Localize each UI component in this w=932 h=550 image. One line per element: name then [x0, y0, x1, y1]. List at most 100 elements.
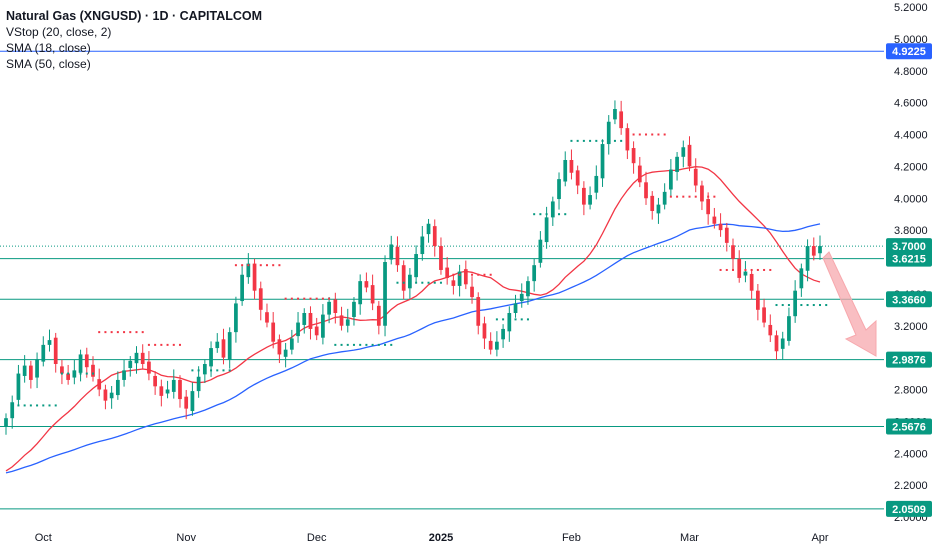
level-tag	[886, 291, 932, 308]
vstop-dot	[36, 404, 39, 407]
candle-body	[333, 299, 338, 313]
candle-body	[550, 201, 555, 218]
candle-body	[134, 352, 139, 364]
candle-body	[594, 175, 599, 193]
candle-body	[35, 359, 39, 378]
x-tick-label: Apr	[811, 532, 828, 544]
vstop-dot	[421, 281, 424, 284]
candle-body	[762, 307, 766, 323]
vstop-dot	[328, 297, 331, 300]
candle-body	[296, 322, 300, 337]
vstop-dot	[477, 273, 480, 276]
vstop-dot	[781, 304, 784, 307]
candle-body	[4, 418, 8, 427]
vstop-dot	[29, 404, 32, 407]
candle-body	[401, 265, 406, 291]
candle-body	[687, 144, 692, 167]
candle-body	[115, 379, 120, 396]
vstop-dot	[116, 331, 119, 334]
candle-body	[252, 263, 257, 291]
vstop-dot	[769, 268, 772, 271]
candle-body	[84, 354, 89, 368]
vstop-dot	[60, 372, 63, 375]
candle-body	[234, 303, 238, 333]
vstop-legend[interactable]: VStop (20, close, 2)	[6, 25, 112, 39]
candle-body	[60, 366, 64, 374]
vstop-dot	[334, 343, 337, 346]
vstop-dot	[17, 404, 20, 407]
chart-legend: Natural Gas (XNGUSD) · 1D · CAPITALCOM V…	[6, 8, 262, 72]
level-tag	[886, 43, 932, 60]
vstop-dot	[632, 133, 635, 136]
candle-body	[482, 323, 487, 339]
level-tag	[886, 351, 932, 368]
candle-body	[53, 337, 58, 364]
vstop-dot	[489, 273, 492, 276]
vstop-dot	[520, 318, 523, 321]
candle-body	[606, 121, 611, 145]
sma50-legend[interactable]: SMA (50, close)	[6, 57, 91, 71]
vstop-dot	[526, 318, 529, 321]
vstop-dot	[819, 304, 821, 307]
vstop-dot	[210, 369, 213, 372]
vstop-dot	[800, 304, 803, 307]
candle-body	[619, 111, 624, 129]
vstop-dot	[303, 297, 306, 300]
candle-body	[513, 303, 518, 313]
symbol-title[interactable]: Natural Gas (XNGUSD) · 1D · CAPITALCOM	[6, 9, 263, 23]
candle-body	[364, 281, 369, 288]
candle-body	[501, 328, 505, 340]
candles	[4, 100, 822, 435]
candle-body	[718, 223, 723, 231]
vstop-dot	[738, 268, 741, 271]
vstop-dot	[253, 264, 256, 267]
candle-body	[805, 246, 810, 271]
candle-body	[706, 199, 711, 215]
candle-body	[644, 182, 648, 199]
vstop-dot	[390, 343, 393, 346]
vstop-dot	[98, 331, 101, 334]
candle-body	[451, 280, 456, 286]
vstop-dot	[787, 304, 790, 307]
candle-body	[737, 258, 742, 278]
candle-body	[787, 316, 791, 341]
vstop-dot	[483, 273, 486, 276]
candle-body	[526, 281, 530, 297]
candle-body	[91, 364, 95, 377]
candle-body	[755, 290, 760, 310]
x-tick-label: Mar	[680, 532, 699, 544]
y-tick-label: 5.0000	[894, 34, 928, 46]
candle-body	[569, 160, 574, 173]
vstop-dot	[607, 139, 610, 142]
candle-body	[625, 128, 630, 151]
vstop-dot	[42, 404, 45, 407]
candle-body	[470, 286, 474, 298]
vstop-dot	[297, 297, 300, 300]
vstop-dot	[638, 133, 641, 136]
candle-body	[538, 239, 543, 263]
vstop-dot	[775, 304, 778, 307]
candle-body	[408, 274, 412, 289]
vstop-dot	[48, 404, 51, 407]
candle-body	[16, 373, 21, 400]
sma18-legend[interactable]: SMA (18, close)	[6, 41, 91, 55]
vstop-dot	[396, 281, 399, 284]
x-tick-label: Dec	[307, 532, 327, 544]
vstop-dot	[682, 195, 685, 198]
candle-body	[159, 386, 164, 396]
candle-body	[147, 361, 151, 374]
candle-body	[768, 324, 773, 336]
candle-body	[240, 274, 244, 302]
vstop-dot	[514, 318, 517, 321]
vstop-dot	[495, 318, 498, 321]
level-tag-label: 3.6215	[892, 254, 926, 266]
vstop-dot	[539, 213, 542, 216]
vstop-dot	[558, 213, 561, 216]
vstop-dot	[645, 133, 648, 136]
candle-body	[811, 246, 816, 256]
candle-body	[439, 246, 443, 270]
vstop-dot	[812, 304, 815, 307]
moving-averages	[5, 166, 821, 474]
candle-body	[445, 267, 450, 278]
